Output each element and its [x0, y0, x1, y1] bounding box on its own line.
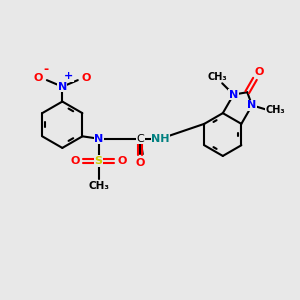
Text: N: N [58, 82, 67, 92]
Text: C: C [136, 134, 144, 144]
Text: O: O [81, 73, 91, 83]
Text: CH₃: CH₃ [207, 72, 227, 82]
Text: S: S [95, 156, 103, 166]
Text: O: O [136, 158, 145, 168]
Text: NH: NH [151, 134, 170, 144]
Text: CH₃: CH₃ [88, 181, 109, 191]
Text: +: + [64, 71, 74, 81]
Text: O: O [34, 73, 43, 83]
Text: -: - [44, 63, 49, 76]
Text: O: O [71, 156, 80, 166]
Text: O: O [117, 156, 127, 166]
Text: CH₃: CH₃ [266, 105, 285, 115]
Text: O: O [254, 67, 264, 76]
Text: N: N [94, 134, 104, 144]
Text: N: N [229, 90, 238, 100]
Text: N: N [248, 100, 257, 110]
